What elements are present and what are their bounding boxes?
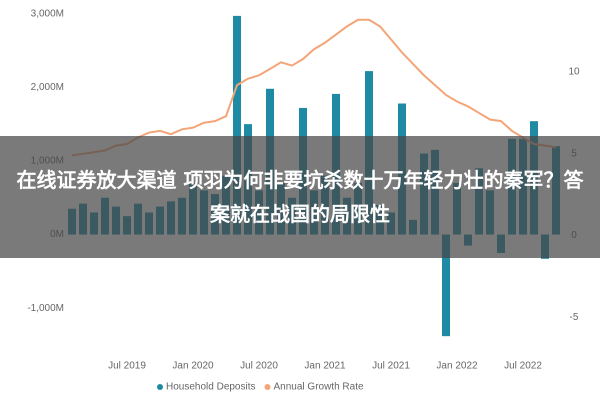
- x-tick-label: Jan 2021: [304, 361, 346, 372]
- y2-tick-label: -5: [570, 312, 579, 323]
- legend-item: Annual Growth Rate: [264, 382, 364, 393]
- legend-label: Annual Growth Rate: [274, 382, 364, 393]
- legend-item: Household Deposits: [157, 382, 256, 393]
- x-tick-label: Jan 2022: [436, 361, 478, 372]
- legend-swatch: [157, 384, 163, 390]
- x-tick-label: Jul 2020: [240, 361, 278, 372]
- line: [71, 18, 557, 157]
- bar: [442, 234, 450, 337]
- x-tick-label: Jul 2021: [372, 361, 410, 372]
- y2-tick-label: 10: [568, 67, 580, 78]
- headline: 在线证券放大渠道 项羽为何非要坑杀数十万年轻力壮的秦军？答案就在战国的局限性: [16, 168, 584, 226]
- x-tick-label: Jul 2019: [108, 361, 146, 372]
- bar: [233, 15, 241, 235]
- x-tick-label: Jul 2022: [504, 361, 542, 372]
- y-tick-label: -1,000M: [27, 303, 64, 314]
- overlay-banner: 在线证券放大渠道 项羽为何非要坑杀数十万年轻力壮的秦军？答案就在战国的局限性: [0, 136, 600, 258]
- x-tick-label: Jan 2020: [172, 361, 214, 372]
- legend-swatch: [264, 384, 271, 390]
- legend-label: Household Deposits: [166, 382, 256, 393]
- y-tick-label: 3,000M: [31, 8, 64, 19]
- y-tick-label: 2,000M: [31, 82, 64, 93]
